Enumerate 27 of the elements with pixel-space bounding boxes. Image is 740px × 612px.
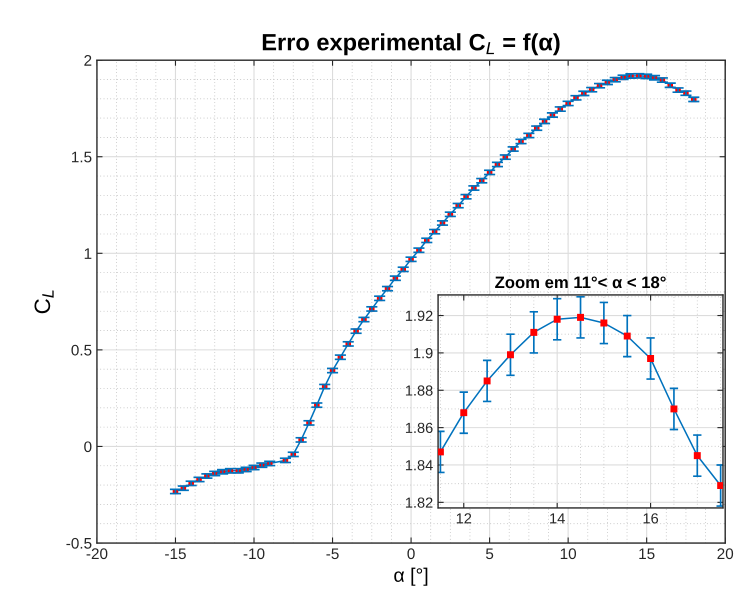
x-tick-label: -5 (326, 548, 339, 560)
y-tick-label: 1 (84, 248, 92, 259)
x-tick-label: 15 (639, 548, 655, 560)
y-tick-label: 1.92 (406, 310, 432, 321)
x-tick-label: -10 (244, 548, 264, 560)
x-tick-label: 16 (644, 513, 658, 524)
x-tick-label: -15 (165, 548, 186, 560)
y-tick-label: 1.84 (406, 460, 433, 470)
chart-title: Zoom em 11°< α < 18° (495, 276, 666, 288)
x-axis-title: α [°] (394, 568, 428, 586)
y-tick-label: -0.5 (66, 538, 92, 549)
y-tick-label: 1.88 (406, 385, 433, 396)
y-tick-label: 0.5 (71, 344, 92, 356)
y-tick-label: 1.82 (406, 497, 432, 508)
x-tick-label: 14 (550, 513, 565, 524)
x-tick-label: -20 (86, 548, 108, 560)
y-tick-label: 1.9 (414, 348, 433, 358)
y-axis-title: C$_{L}$ (34, 290, 54, 314)
x-tick-label: 10 (560, 548, 576, 560)
y-tick-label: 2 (84, 55, 92, 66)
x-tick-label: 12 (456, 513, 472, 524)
x-tick-label: 5 (486, 548, 494, 560)
y-tick-label: 1.86 (406, 422, 433, 434)
x-tick-label: 20 (717, 548, 734, 560)
y-tick-label: 0 (84, 441, 92, 452)
chart-title: Erro experimental C$_{L}$ = f(α) (262, 33, 560, 56)
y-tick-label: 1.5 (72, 152, 92, 162)
